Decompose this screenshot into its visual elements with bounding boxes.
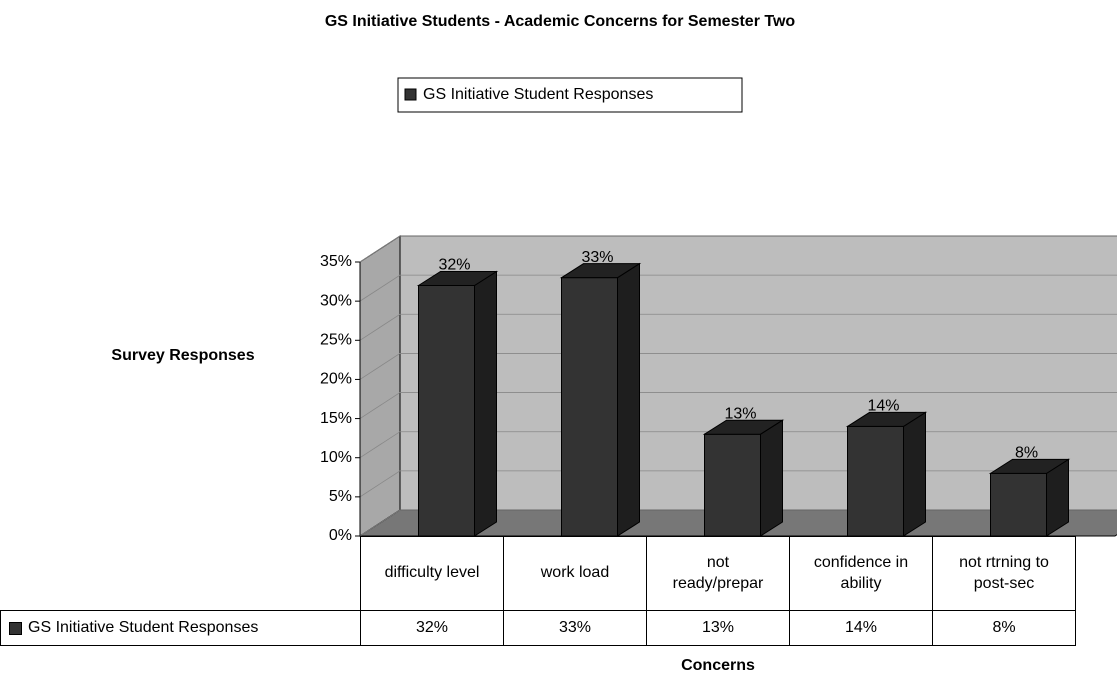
grid-line — [359, 235, 1117, 263]
y-tick-label: 20% — [320, 371, 352, 388]
table-swatch — [9, 621, 22, 635]
legend-swatch — [404, 88, 417, 101]
bar-side — [617, 262, 640, 537]
series-cell: GS Initiative Student Responses — [0, 610, 361, 646]
bar-top — [702, 419, 785, 435]
y-tick-label: 25% — [320, 332, 352, 349]
category-cell: difficulty level — [360, 536, 504, 611]
value-cell: 32% — [360, 610, 504, 646]
bar-side — [760, 419, 783, 537]
data-label: 32% — [438, 257, 470, 274]
y-tick-label: 10% — [320, 449, 352, 466]
bar-top — [988, 458, 1071, 474]
x-axis-label: Concerns — [681, 657, 755, 674]
data-label: 13% — [724, 405, 756, 422]
y-tick-label: 5% — [329, 488, 352, 505]
bar — [418, 284, 475, 537]
bar-top — [559, 263, 642, 279]
y-axis-label: Survey Responses — [111, 347, 254, 364]
y-tick-label: 15% — [320, 410, 352, 427]
grid-line — [359, 274, 1117, 302]
legend-box — [397, 77, 743, 113]
category-cell: not ready/prepar — [646, 536, 790, 611]
value-cell: 14% — [789, 610, 933, 646]
bar-top — [845, 411, 928, 427]
table-series-name: GS Initiative Student Responses — [28, 618, 259, 636]
y-tick-label: 35% — [320, 253, 352, 270]
bar — [990, 472, 1047, 537]
grid-line — [359, 313, 1117, 341]
category-cell: not rtrning to post-sec — [932, 536, 1076, 611]
data-label: 8% — [1015, 445, 1038, 462]
grid-line — [359, 392, 1117, 419]
y-tick-label: 30% — [320, 292, 352, 309]
legend-label: GS Initiative Student Responses — [423, 86, 653, 103]
side-wall — [359, 235, 401, 537]
bar — [561, 277, 618, 537]
value-cell: 8% — [932, 610, 1076, 646]
grid-line — [359, 353, 1117, 380]
data-label: 14% — [867, 398, 899, 415]
category-cell: confidence in ability — [789, 536, 933, 611]
bar — [847, 425, 904, 537]
category-cell: work load — [503, 536, 647, 611]
data-label: 33% — [581, 249, 613, 266]
y-tick-label: 0% — [329, 527, 352, 544]
value-cell: 33% — [503, 610, 647, 646]
chart-title: GS Initiative Students - Academic Concer… — [325, 13, 796, 30]
value-cell: 13% — [646, 610, 790, 646]
bar-top — [416, 270, 499, 286]
bar — [704, 433, 761, 537]
bar-side — [474, 270, 497, 537]
bar-side — [903, 411, 926, 537]
